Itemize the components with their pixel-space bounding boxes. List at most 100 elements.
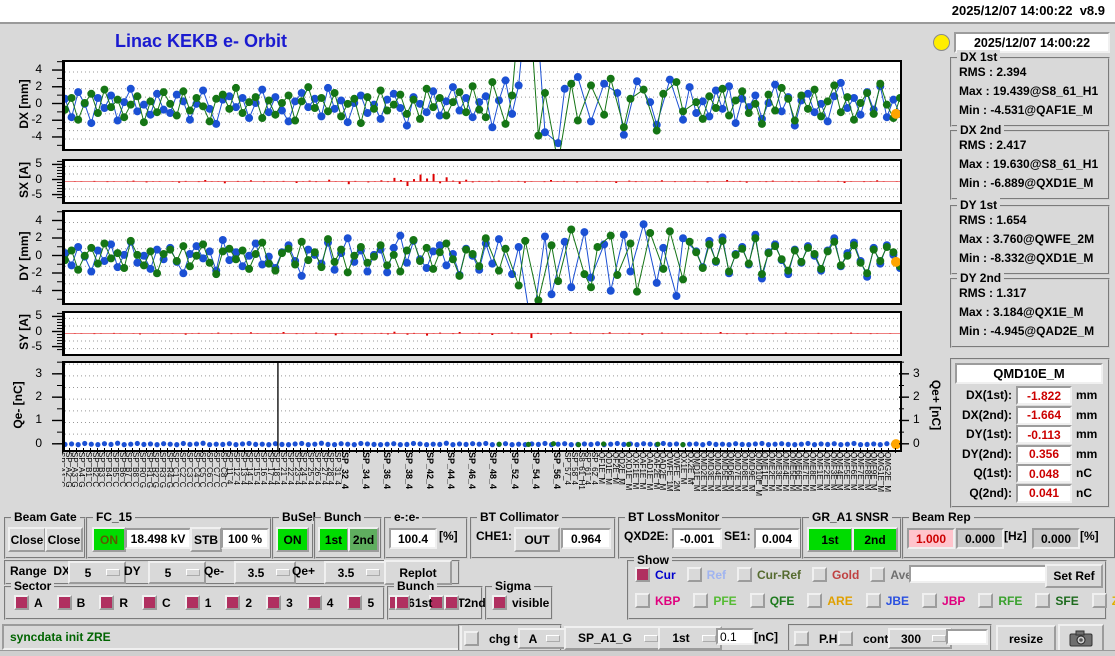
sector-bt-checkbox[interactable] (428, 595, 444, 610)
threshold-input[interactable] (716, 628, 754, 645)
range-dx-dropdown[interactable]: 5 (68, 561, 126, 584)
show-ave10-checkbox[interactable] (870, 567, 886, 582)
show-gold-checkbox[interactable] (812, 567, 828, 582)
sector-c[interactable]: C (142, 595, 171, 610)
x-axis-tick-comb (62, 448, 897, 453)
sector-2-checkbox[interactable] (225, 595, 241, 610)
fc15-stb-button[interactable]: STB (190, 527, 222, 552)
y-tick-label: 5 (35, 308, 42, 323)
bunch-sel-1st[interactable]: 1st (395, 595, 432, 610)
show-qfe-checkbox[interactable] (749, 593, 765, 608)
bunch-1st-button[interactable]: 1st (318, 527, 349, 552)
show-pfe-checkbox[interactable] (693, 593, 709, 608)
sector-3-checkbox[interactable] (266, 595, 282, 610)
bunch-sel-2nd[interactable]: 2nd (444, 595, 486, 610)
show-sfe[interactable]: SFE (1035, 593, 1079, 608)
show-cur-checkbox[interactable] (635, 567, 650, 582)
show-zre-checkbox[interactable] (1091, 593, 1107, 608)
y-tick-label-right: 2 (913, 389, 920, 404)
bunch-2nd-button[interactable]: 2nd (348, 527, 379, 552)
sector-3[interactable]: 3 (266, 595, 293, 610)
resize-button[interactable]: resize (996, 625, 1056, 652)
sector-b[interactable]: B (56, 595, 85, 610)
sector-4-checkbox[interactable] (306, 595, 322, 610)
sector-b-checkbox[interactable] (56, 595, 72, 610)
busel-on-button[interactable]: ON (276, 527, 309, 552)
range-dy-dropdown[interactable]: 5 (148, 561, 206, 584)
bottom-strip (0, 650, 1115, 656)
bunch-select-dropdown[interactable]: 1st (658, 626, 722, 650)
stats-box-title: DX 1st (957, 50, 1001, 64)
bunch-sel-2nd-checkbox[interactable] (444, 595, 460, 610)
sector-5[interactable]: 5 (347, 595, 374, 610)
sector-r-checkbox[interactable] (99, 595, 115, 610)
sector-a-checkbox[interactable] (14, 595, 29, 610)
show-pfe[interactable]: PFE (693, 593, 737, 608)
x-axis-label: SP_52_4 (509, 452, 520, 490)
range-qep-dropdown[interactable]: 3.5 (324, 561, 386, 584)
show-kbp[interactable]: KBP (635, 593, 680, 608)
show-rfe-checkbox[interactable] (978, 593, 994, 608)
fc15-on-button[interactable]: ON (92, 527, 126, 552)
show-rfe[interactable]: RFE (978, 593, 1022, 608)
sector-1[interactable]: 1 (184, 595, 211, 610)
sp-select-dropdown[interactable]: SP_A1_G (564, 626, 664, 650)
show-cur-ref[interactable]: Cur-Ref (737, 567, 801, 582)
show-sfe-checkbox[interactable] (1035, 593, 1051, 608)
sector-1-checkbox[interactable] (184, 595, 200, 610)
y-tick-label: 2 (35, 78, 42, 93)
bunch-sel-1st-checkbox[interactable] (395, 595, 410, 610)
show-jbe[interactable]: JBE (865, 593, 909, 608)
show-are-checkbox[interactable] (807, 593, 823, 608)
conti-checkbox[interactable] (838, 631, 853, 646)
show-cur[interactable]: Cur (635, 567, 676, 582)
show-jbp[interactable]: JBP (922, 593, 965, 608)
show-are[interactable]: ARE (807, 593, 853, 608)
beam-gate-close1-button[interactable]: Close (8, 527, 46, 552)
sigma-visible-checkbox[interactable] (492, 595, 507, 610)
sector-5-checkbox[interactable] (347, 595, 363, 610)
sector-r[interactable]: R (99, 595, 128, 610)
extra-input[interactable] (946, 629, 988, 645)
busel-box: BuSel ON (272, 510, 320, 559)
y-axis-label-sx: SX [A] (17, 161, 31, 198)
monitor-row-value: -1.822 (1016, 386, 1072, 405)
camera-button[interactable] (1058, 624, 1104, 653)
beam-rep-value1: 1.000 (907, 528, 955, 549)
x-axis-label: SP_32_4 (340, 452, 350, 490)
x-axis-label: SP_42_4 (424, 452, 435, 490)
range-qem-dropdown[interactable]: 3.5 (234, 561, 296, 584)
sector-4[interactable]: 4 (306, 595, 333, 610)
ee-ratio-unit: [%] (439, 529, 458, 543)
show-zre[interactable]: ZRE (1091, 593, 1115, 608)
stats-box-dy2: DY 2nd RMS : 1.317 Max : 3.184@QX1E_M Mi… (950, 271, 1110, 348)
bt-collimator-out-button[interactable]: OUT (514, 527, 560, 552)
ref-input[interactable] (909, 565, 1047, 583)
chg-th-checkbox[interactable] (464, 631, 479, 646)
show-jbp-checkbox[interactable] (922, 593, 938, 608)
show-gold[interactable]: Gold (812, 567, 859, 582)
show-ref-checkbox[interactable] (686, 567, 702, 582)
chg-th-box: chg th A (458, 624, 566, 652)
num-select-dropdown[interactable]: 300 (888, 628, 952, 649)
stat-min: -4.531@QAF1E_M (990, 103, 1093, 117)
show-cur-ref-checkbox[interactable] (737, 567, 753, 582)
sector-2[interactable]: 2 (225, 595, 252, 610)
sector-a[interactable]: A (14, 595, 43, 610)
set-ref-button[interactable]: Set Ref (1045, 564, 1103, 588)
gr-snsr-2nd-button[interactable]: 2nd (852, 527, 898, 552)
sigma-box: Sigma visible (485, 579, 553, 620)
sigma-visible[interactable]: visible (492, 595, 549, 610)
show-ref[interactable]: Ref (686, 567, 726, 582)
chg-sel-dropdown[interactable]: A (518, 628, 566, 649)
beam-gate-close2-button[interactable]: Close (45, 527, 83, 552)
show-qfe[interactable]: QFE (749, 593, 794, 608)
show-kbp-checkbox[interactable] (635, 593, 650, 608)
y-tick-label: 4 (35, 212, 42, 227)
show-jbe-checkbox[interactable] (865, 593, 881, 608)
gr-snsr-1st-button[interactable]: 1st (807, 527, 853, 552)
sector-c-checkbox[interactable] (142, 595, 158, 610)
y-axis-label-sy: SY [A] (17, 313, 31, 350)
x-axis-label: SP_46_4 (467, 452, 478, 490)
ph-checkbox[interactable] (794, 631, 809, 646)
